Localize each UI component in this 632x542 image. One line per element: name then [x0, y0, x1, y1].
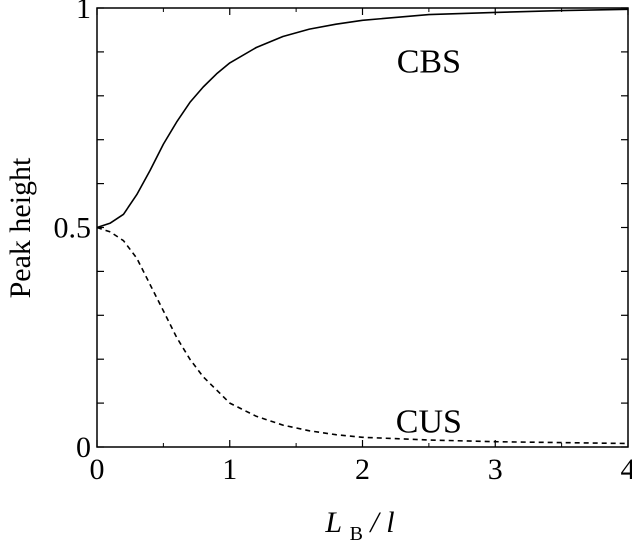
y-axis-label: Peak height: [4, 157, 37, 298]
x-tick-label: 2: [355, 453, 370, 486]
x-axis-label-rest: / l: [368, 506, 394, 539]
y-tick-label: 1: [76, 0, 91, 25]
plot-area: [96, 7, 629, 448]
x-axis-label-main: L: [324, 506, 342, 539]
series-cbs-line: [96, 8, 629, 229]
x-axis-label: L B / l: [324, 506, 394, 542]
x-axis-label-sub: B: [350, 523, 363, 542]
axis-ticks: 0 1 2 3 4 0 0.5 1: [54, 0, 632, 486]
x-tick-label: 3: [488, 453, 503, 486]
y-tick-label: 0.5: [54, 212, 92, 245]
plot-frame: [96, 7, 629, 448]
series-cus-line: [96, 226, 629, 445]
annotation-cbs: CBS: [397, 44, 461, 81]
x-tick-label: 1: [222, 453, 237, 486]
y-tick-label: 0: [76, 431, 91, 464]
x-tick-label: 0: [90, 453, 105, 486]
x-tick-label: 4: [621, 453, 632, 486]
series-lines: [96, 8, 629, 445]
annotations: CBS CUS: [396, 44, 462, 441]
annotation-cus: CUS: [396, 404, 462, 441]
